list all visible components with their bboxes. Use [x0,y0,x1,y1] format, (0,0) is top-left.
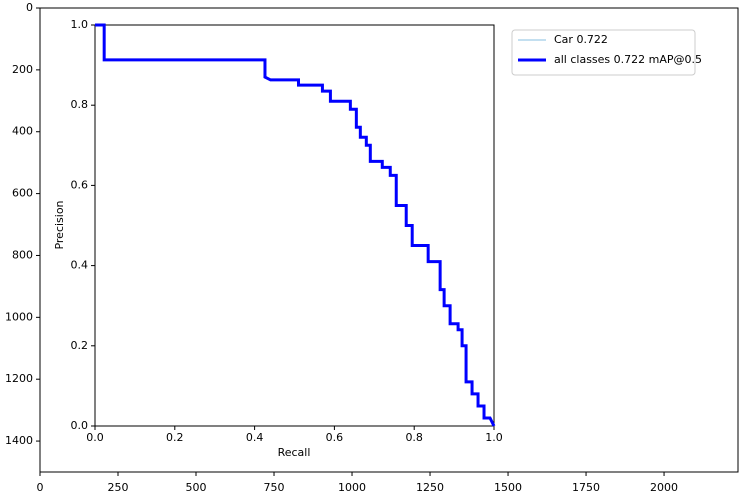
legend-box [511,29,696,76]
x-tick-label: 1750 [572,481,600,494]
y-tick-label: 1400 [5,434,33,447]
inner-frame [94,24,495,427]
x-tick-label: 1.0 [485,431,503,444]
x-tick-label: 1500 [494,481,522,494]
y-tick-label: 800 [12,248,33,261]
y-tick-label: 0.0 [71,419,89,432]
legend-label: Car 0.722 [554,33,608,46]
y-tick-label: 600 [12,187,33,200]
y-tick-label: 200 [12,63,33,76]
legend-label: all classes 0.722 mAP@0.5 [554,53,702,66]
y-axis-label: Precision [53,200,66,249]
x-tick-label: 750 [264,481,285,494]
x-tick-label: 250 [108,481,129,494]
x-tick-label: 2000 [650,481,678,494]
y-tick-label: 0.6 [71,178,89,191]
y-tick-label: 1000 [5,310,33,323]
y-tick-label: 1200 [5,372,33,385]
y-tick-label: 400 [12,125,33,138]
x-axis-label: Recall [278,446,311,459]
x-tick-label: 0.4 [246,431,264,444]
x-tick-label: 500 [186,481,207,494]
x-tick-label: 0.6 [326,431,344,444]
y-tick-label: 0 [26,1,33,14]
x-tick-label: 1000 [338,481,366,494]
y-tick-label: 0.4 [71,259,89,272]
x-tick-label: 0.0 [86,431,104,444]
y-tick-label: 0.8 [71,98,89,111]
pr-curve [95,23,496,427]
x-tick-label: 1250 [416,481,444,494]
x-tick-label: 0.2 [166,431,184,444]
x-tick-label: 0 [37,481,44,494]
y-tick-label: 0.2 [71,339,89,352]
y-tick-label: 1.0 [71,18,89,31]
x-tick-label: 0.8 [405,431,423,444]
